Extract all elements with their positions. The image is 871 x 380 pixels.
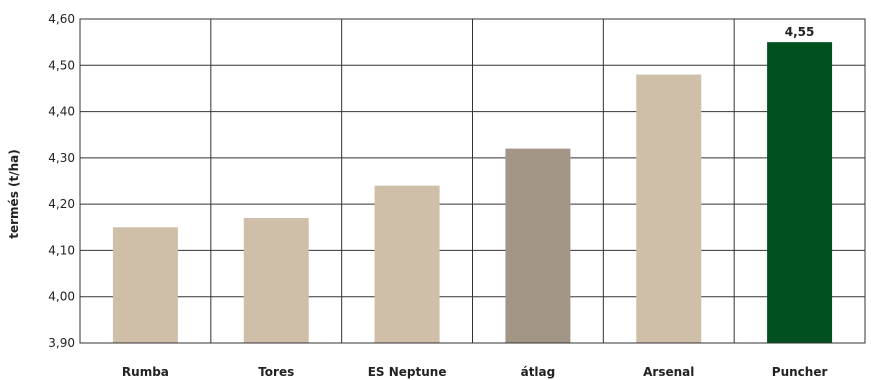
bars (112, 42, 833, 344)
bar-es-neptune (374, 185, 440, 343)
category-label: Rumba (122, 365, 169, 379)
data-labels: 4,55 (785, 25, 815, 39)
category-labels: Rumba Tores ES Neptune átlag Arsenal Puncher (122, 365, 828, 379)
y-tick-label: 4,50 (48, 58, 75, 72)
plot-border (79, 18, 866, 344)
y-tick-label: 4,40 (48, 105, 75, 119)
category-label: Puncher (772, 365, 828, 379)
gridlines (80, 18, 865, 344)
category-label: ES Neptune (368, 365, 447, 379)
category-label: Arsenal (643, 365, 694, 379)
category-label: Tores (258, 365, 294, 379)
bar-tores (243, 218, 309, 343)
plot-frame (79, 18, 866, 344)
bar-arsenal (636, 74, 702, 344)
y-tick-label: 4,10 (48, 243, 75, 257)
bar-rumba (112, 227, 178, 343)
y-tick-label: 4,20 (48, 197, 75, 211)
y-tick-label: 4,30 (48, 151, 75, 165)
y-tick-label: 4,00 (48, 290, 75, 304)
bar-puncher (767, 42, 833, 344)
y-tick-label: 3,90 (48, 336, 75, 350)
data-label: 4,55 (785, 25, 815, 39)
y-axis-title: termés (t/ha) (7, 149, 21, 238)
y-tick-labels: 3,90 4,00 4,10 4,20 4,30 4,40 4,50 4,60 (48, 12, 75, 350)
bar-átlag (505, 148, 571, 343)
y-tick-label: 4,60 (48, 12, 75, 26)
category-label: átlag (521, 365, 556, 379)
